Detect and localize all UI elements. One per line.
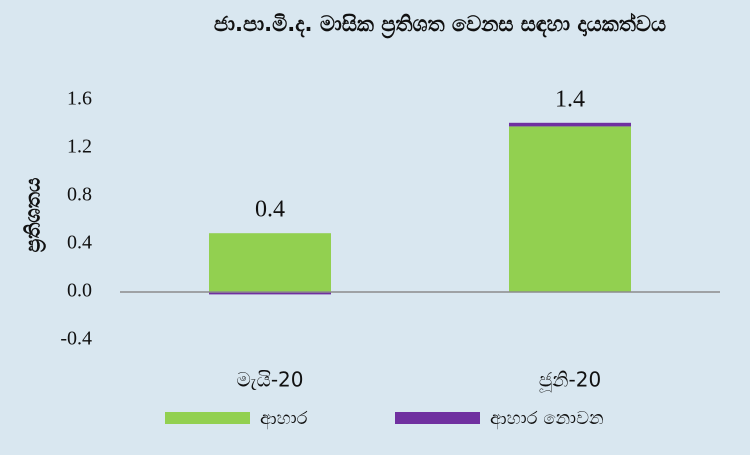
y-tick-label: 0.4 — [67, 232, 92, 254]
y-axis-label: ප්‍රතිශතය — [21, 178, 48, 253]
bar-segment — [509, 122, 631, 127]
legend-swatch — [395, 412, 480, 424]
legend-label: ආහාර — [260, 408, 308, 430]
bar-segment — [209, 292, 331, 295]
chart-title: ජා.පා.මි.ද. මාසික ප්‍රතිශත වෙනස සඳහා දාය… — [213, 12, 667, 36]
y-tick-label: 0.0 — [67, 280, 92, 302]
total-label: 1.4 — [555, 86, 585, 112]
y-tick-label: 1.6 — [67, 88, 92, 110]
x-tick-label: මැයි-20 — [236, 368, 303, 392]
total-label: 0.4 — [255, 197, 285, 223]
legend-label: ආහාර නොවන — [490, 408, 604, 430]
y-tick-label: 0.8 — [67, 184, 92, 206]
bar-segment — [509, 126, 631, 293]
x-tick-label: ජූනි-20 — [539, 368, 601, 394]
y-tick-label: -0.4 — [60, 328, 92, 350]
y-tick-label: 1.2 — [67, 136, 92, 158]
legend-swatch — [165, 412, 250, 424]
bar-segment — [209, 233, 331, 292]
